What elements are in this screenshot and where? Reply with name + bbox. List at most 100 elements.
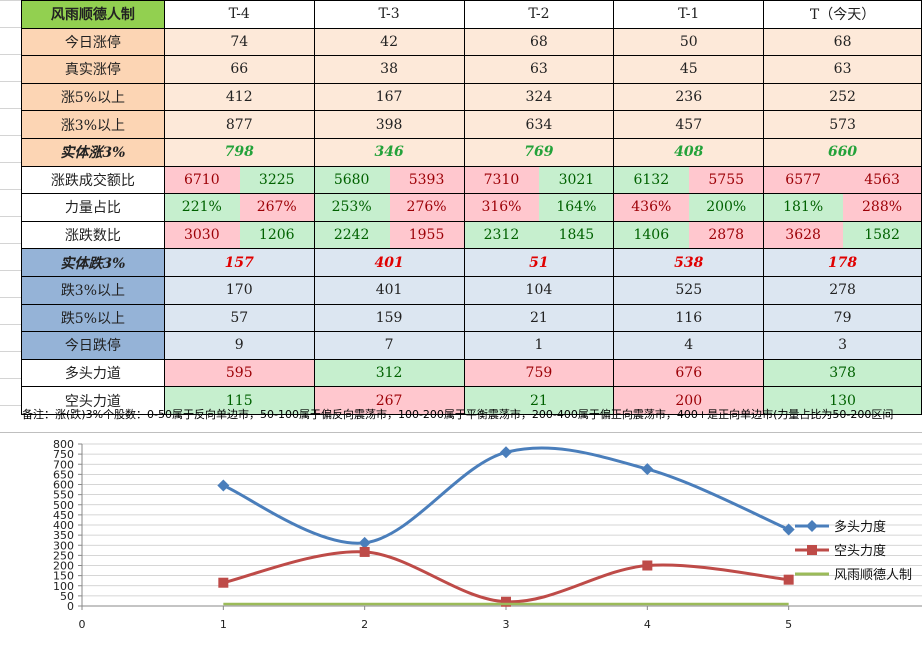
table-cell: 200 [613,386,765,415]
pair-value: 5680 [315,167,390,193]
y-tick-label: 450 [53,509,74,522]
pair-cell: 6132 5755 [613,165,765,195]
table-cell: 252 [763,82,922,112]
table-cell: 57 [163,303,315,333]
table-row: 涨跌成交额比 6710 3225 5680 5393 7310 3021 6132 5755 65… [21,165,922,195]
table-cell: 63 [763,55,922,84]
table-row: 涨3%以上 877 398 634 457 573 [21,110,922,139]
pair-value: 3030 [165,222,240,248]
legend-marker [807,545,817,555]
legend-label: 风雨顺德人制 [834,568,912,583]
x-tick-label: 2 [361,618,368,631]
pair-cell: 1406 2878 [613,220,765,250]
x-tick-label: 5 [785,618,792,631]
y-tick-label: 700 [53,458,74,471]
pair-cell: 7310 3021 [463,165,615,195]
row-label: 跌3%以上 [21,275,165,305]
table-cell: 50 [613,27,765,57]
table-cell: 759 [463,358,615,388]
pair-cell: 2312 1845 [463,220,615,250]
table-cell: 877 [163,110,315,139]
table-cell: 538 [613,248,765,277]
y-tick-label: 250 [53,549,74,562]
row-label: 今日涨停 [21,27,165,57]
pair-value: 1582 [843,222,921,248]
row-label: 多头力道 [21,358,165,388]
y-tick-label: 500 [53,499,74,512]
y-tick-label: 400 [53,519,74,532]
table-cell: 412 [163,82,315,112]
y-tick-label: 50 [60,590,74,603]
y-tick-label: 800 [53,438,74,451]
pair-cell: 316% 164% [463,193,615,222]
table-cell: 278 [763,275,922,305]
pair-value: 2878 [689,222,763,248]
data-point [359,546,370,557]
y-tick-label: 100 [53,580,74,593]
pair-value: 1406 [614,222,690,248]
table-cell: 116 [613,303,765,333]
table-cell: 525 [613,275,765,305]
corner-title: 风雨顺德人制 [21,0,165,29]
table-cell: 45 [613,55,765,84]
pair-cell: 3628 1582 [763,220,922,250]
series-line [222,446,790,545]
pair-value: 2242 [315,222,390,248]
pair-cell: 6577 4563 [763,165,922,195]
pair-cell: 181% 288% [763,193,922,222]
table-row: 实体跌3% 157 401 51 538 178 [21,248,922,277]
table-cell: 1 [463,331,615,360]
table-cell: 178 [763,248,922,277]
row-label: 跌5%以上 [21,303,165,333]
table-cell: 312 [313,358,465,388]
column-header: T-3 [313,0,465,29]
sheet-gridlines [0,0,21,406]
row-label: 涨5%以上 [21,82,165,112]
x-tick-label: 4 [644,618,651,631]
table-row: 力量占比 221% 267% 253% 276% 316% 164% 436% 200% 181%… [21,193,922,222]
y-tick-label: 600 [53,479,74,492]
column-header: T（今天） [763,0,922,29]
row-label: 实体跌3% [21,248,165,277]
data-point [642,560,653,571]
table-cell: 79 [763,303,922,333]
data-point [783,574,794,585]
table-cell: 21 [463,303,615,333]
data-point [217,479,230,492]
legend-marker [806,520,818,532]
data-point [501,596,511,607]
table-cell: 9 [163,331,315,360]
pair-value: 267% [239,194,314,221]
pair-value: 6132 [614,167,690,193]
pair-value: 5755 [689,167,763,193]
table-cell: 167 [313,82,465,112]
data-point [358,536,371,549]
table-cell: 7 [313,331,465,360]
pair-value: 276% [389,194,464,221]
table-cell: 4 [613,331,765,360]
table-cell: 38 [313,55,465,84]
table-row: 真实涨停 66 38 63 45 63 [21,55,922,84]
pair-cell: 2242 1955 [313,220,465,250]
table-cell: 573 [763,110,922,139]
force-line-chart: 0501001502002503003504004505005506006507… [0,432,922,631]
row-label: 今日跌停 [21,331,165,360]
row-label: 涨3%以上 [21,110,165,139]
table-cell: 42 [313,27,465,57]
table-cell: 74 [163,27,315,57]
y-tick-label: 150 [53,570,74,583]
pair-value: 181% [764,194,844,221]
pair-value: 5393 [389,167,464,193]
note-text: 备注：涨(跌)3%个股数：0-50属于反向单边市，50-100属于偏反向震荡市，… [22,408,894,421]
row-label: 真实涨停 [21,55,165,84]
x-tick-label: 1 [220,618,227,631]
pair-value: 2312 [464,222,540,248]
table-cell: 130 [763,386,922,415]
table-cell: 401 [313,248,465,277]
table-row: 多头力道 595 312 759 676 378 [21,358,922,388]
table-header-row: 风雨顺德人制 T-4 T-3 T-2 T-1 T（今天） [21,0,922,29]
pair-value: 4563 [843,167,921,193]
y-tick-label: 550 [53,489,74,502]
column-header: T-2 [463,0,615,29]
table-cell: 157 [163,248,315,277]
